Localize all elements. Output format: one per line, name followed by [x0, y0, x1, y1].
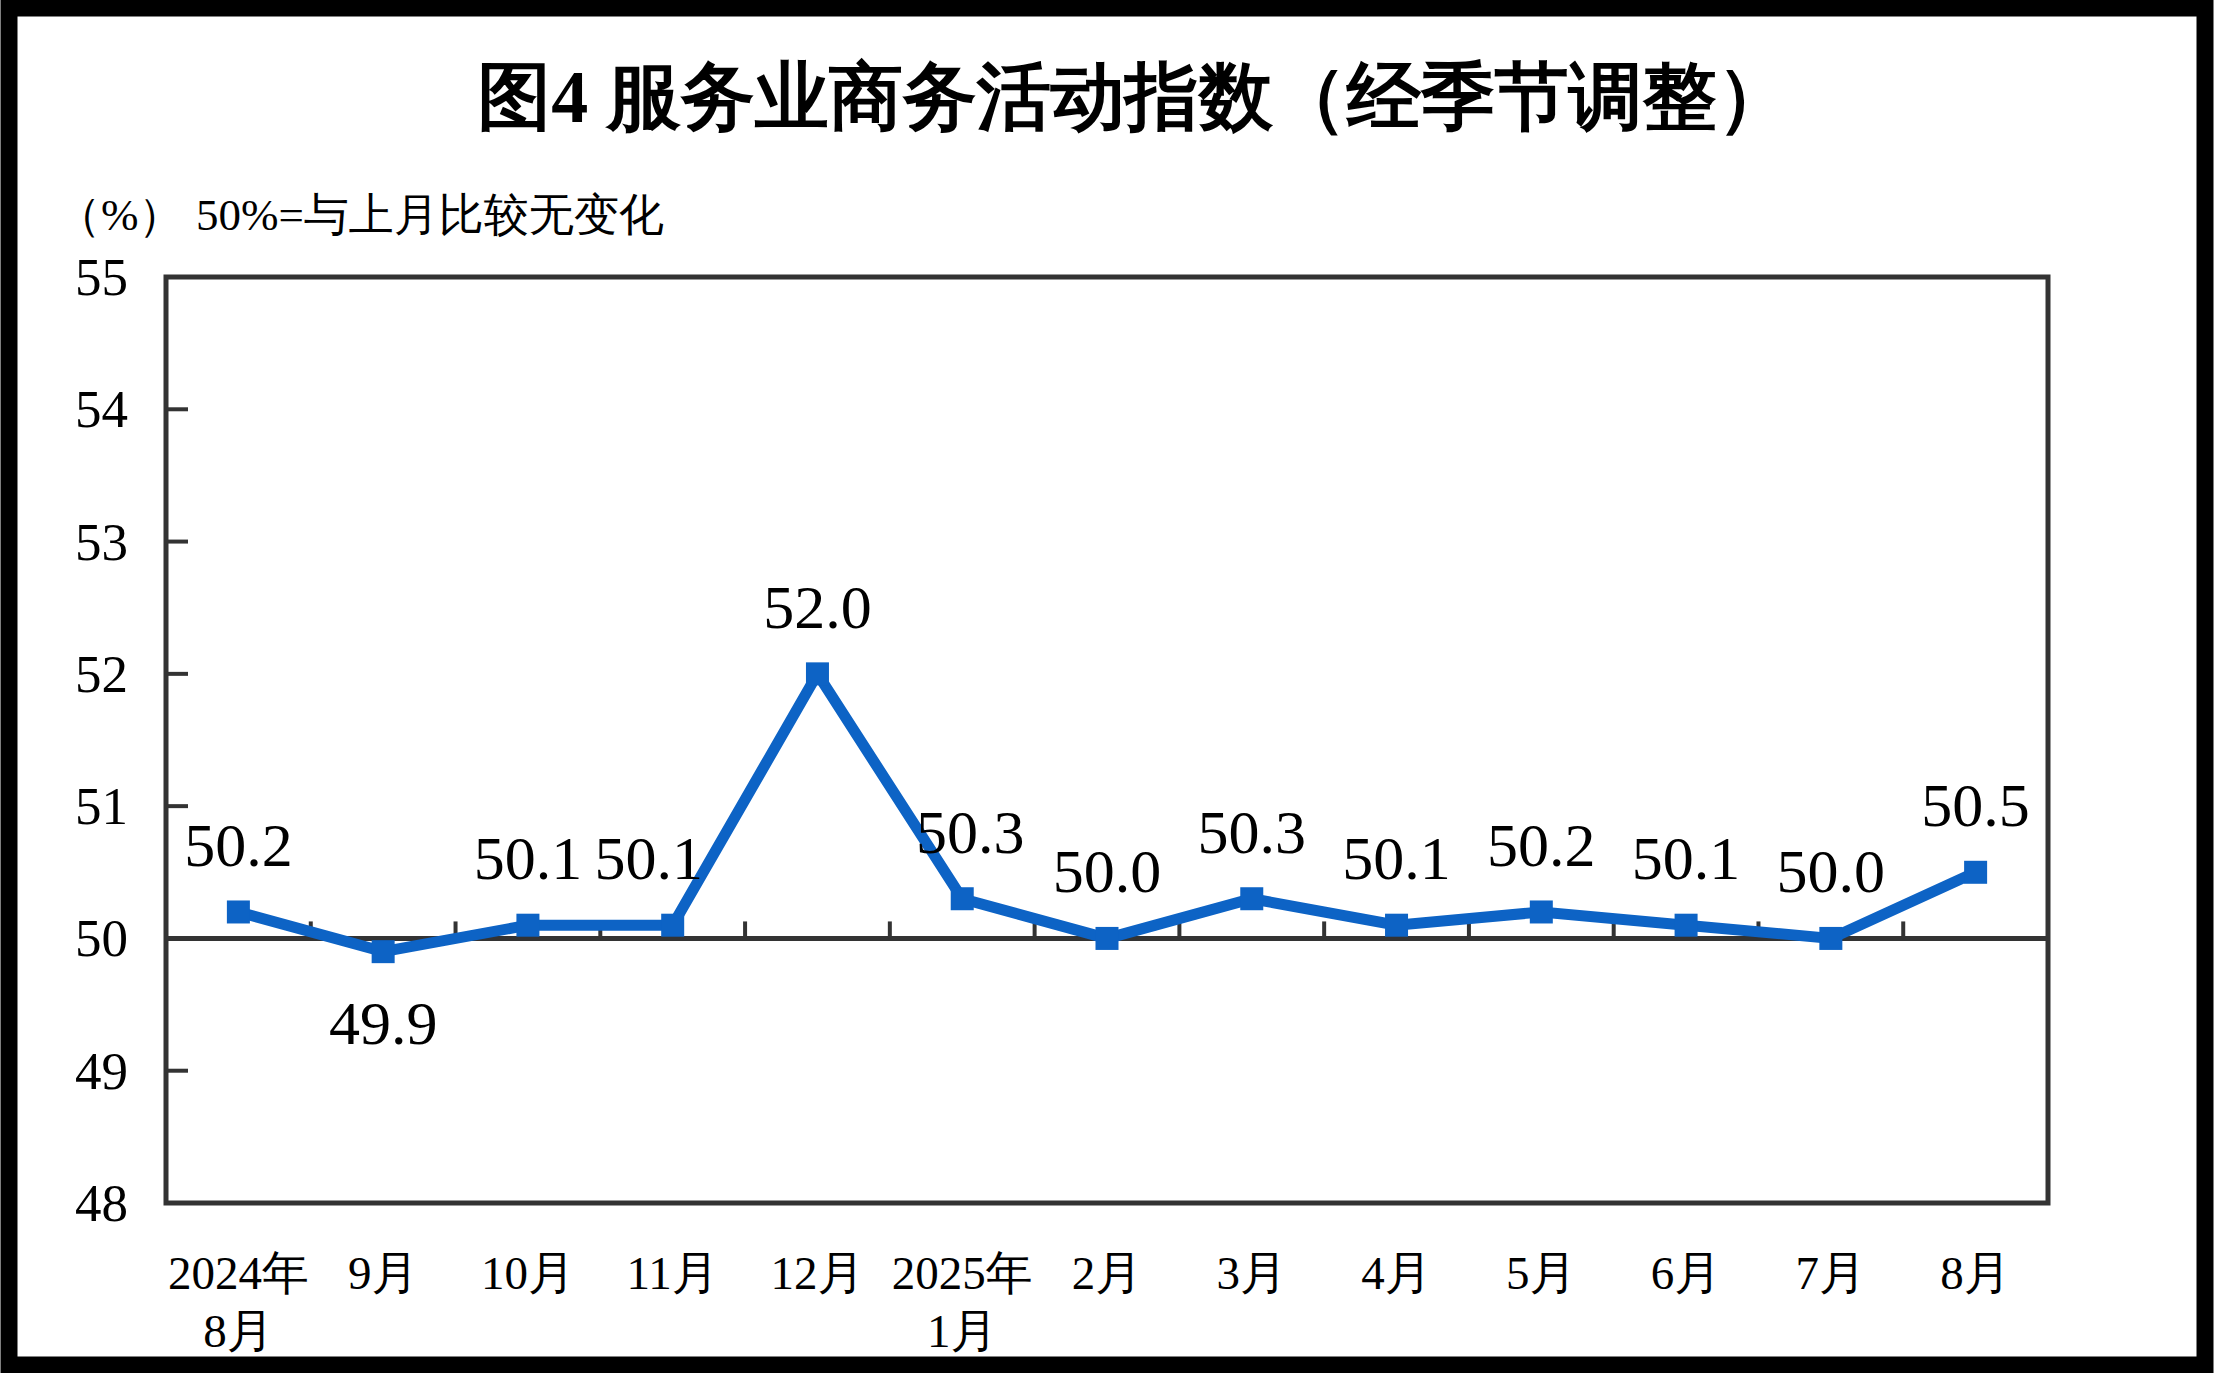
chart-page: 图4 服务业商务活动指数（经季节调整） （%） 50%=与上月比较无变化 484…	[0, 0, 2214, 1373]
x-axis-tick-label: 8月	[1940, 1247, 2011, 1299]
x-axis-tick-label: 1月	[927, 1305, 998, 1357]
y-axis-tick-label: 49	[75, 1042, 128, 1100]
data-point-marker	[1675, 914, 1698, 937]
plot-frame	[166, 277, 2048, 1203]
data-point-label: 50.1	[594, 824, 703, 892]
data-point-label: 50.2	[1487, 811, 1596, 879]
x-axis-tick-label: 4月	[1361, 1247, 1432, 1299]
y-axis-tick-label: 51	[75, 777, 128, 835]
baseline-note: 50%=与上月比较无变化	[196, 190, 664, 240]
data-point-marker	[1530, 900, 1553, 923]
x-axis-tick-label: 9月	[348, 1247, 419, 1299]
data-point-label: 50.1	[474, 824, 583, 892]
chart-canvas: 图4 服务业商务活动指数（经季节调整） （%） 50%=与上月比较无变化 484…	[0, 0, 2214, 1373]
y-axis-tick-label: 54	[75, 380, 128, 438]
data-point-label: 50.0	[1053, 837, 1162, 905]
data-point-label: 50.2	[184, 811, 293, 879]
x-axis-tick-label: 6月	[1651, 1247, 1722, 1299]
data-point-marker	[1385, 914, 1408, 937]
data-point-marker	[227, 900, 250, 923]
y-axis-tick-label: 55	[75, 248, 128, 306]
data-point-label: 50.3	[916, 798, 1025, 866]
data-point-marker	[372, 940, 395, 963]
x-axis-tick-label: 5月	[1506, 1247, 1577, 1299]
y-axis-tick-label: 48	[75, 1174, 128, 1232]
x-axis-tick-label: 12月	[770, 1247, 864, 1299]
data-point-label: 50.5	[1921, 771, 2030, 839]
data-point-label: 49.9	[329, 989, 438, 1057]
data-point-marker	[806, 662, 829, 685]
data-point-label: 50.3	[1198, 798, 1307, 866]
data-point-marker	[951, 887, 974, 910]
x-axis-tick-label: 8月	[203, 1305, 274, 1357]
data-point-marker	[1819, 927, 1842, 950]
x-axis-tick-label: 7月	[1796, 1247, 1867, 1299]
data-point-marker	[1096, 927, 1119, 950]
y-axis-tick-label: 52	[75, 645, 128, 703]
data-point-marker	[661, 914, 684, 937]
data-point-label: 50.1	[1632, 824, 1741, 892]
data-point-label: 50.1	[1342, 824, 1451, 892]
data-point-marker	[516, 914, 539, 937]
x-axis-tick-label: 2月	[1072, 1247, 1143, 1299]
x-axis-tick-label: 2025年	[892, 1247, 1033, 1299]
data-point-label: 50.0	[1777, 837, 1886, 905]
x-axis-tick-label: 11月	[627, 1247, 719, 1299]
x-axis-tick-label: 2024年	[168, 1247, 309, 1299]
y-axis-tick-label: 50	[75, 909, 128, 967]
x-axis-tick-label: 3月	[1217, 1247, 1288, 1299]
data-point-label: 52.0	[763, 573, 872, 641]
unit-label: （%）	[56, 190, 184, 240]
chart-title: 图4 服务业商务活动指数（经季节调整）	[477, 56, 1791, 138]
x-axis-tick-label: 10月	[481, 1247, 575, 1299]
plot-area: 48 49 50 51 52 53 54 55 2024年 8月 9月 10月 11月 12月 2025年 1…	[75, 248, 2048, 1357]
data-point-marker	[1964, 861, 1987, 884]
series-line	[238, 674, 1975, 952]
data-point-marker	[1240, 887, 1263, 910]
y-axis-tick-label: 53	[75, 513, 128, 571]
